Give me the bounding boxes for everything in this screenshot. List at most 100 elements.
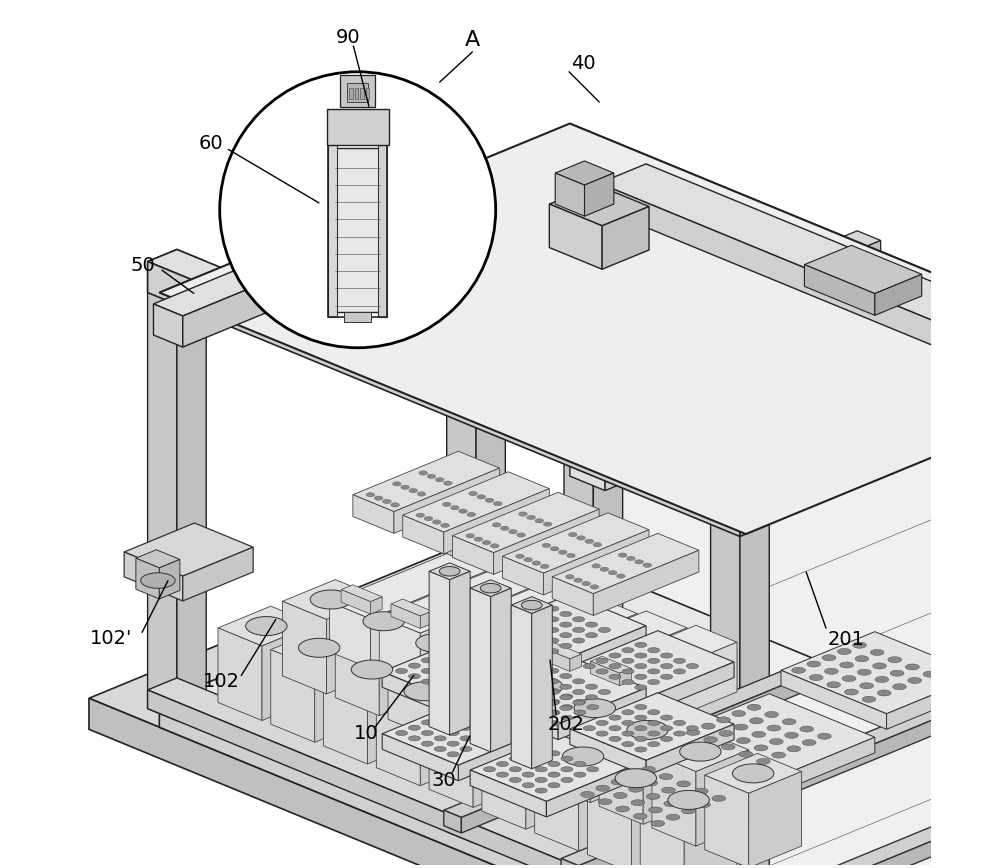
Ellipse shape <box>427 474 436 478</box>
Polygon shape <box>552 577 593 615</box>
Ellipse shape <box>559 550 567 555</box>
Ellipse shape <box>635 736 647 741</box>
Polygon shape <box>388 623 485 663</box>
Ellipse shape <box>521 616 533 621</box>
Polygon shape <box>494 667 590 707</box>
Ellipse shape <box>749 718 763 724</box>
Polygon shape <box>590 707 643 803</box>
Ellipse shape <box>661 787 675 793</box>
Ellipse shape <box>635 560 643 564</box>
Ellipse shape <box>496 710 508 715</box>
Ellipse shape <box>873 663 886 669</box>
Text: 202: 202 <box>547 715 584 734</box>
Polygon shape <box>602 207 649 269</box>
Polygon shape <box>502 513 649 573</box>
Bar <box>355 88 358 99</box>
Ellipse shape <box>421 741 433 746</box>
Ellipse shape <box>495 628 507 633</box>
Ellipse shape <box>532 561 541 565</box>
Ellipse shape <box>421 731 433 736</box>
Ellipse shape <box>787 746 801 752</box>
Polygon shape <box>444 489 549 554</box>
Ellipse shape <box>466 534 474 538</box>
Polygon shape <box>124 523 253 576</box>
Text: 102: 102 <box>202 672 239 691</box>
Ellipse shape <box>622 731 634 736</box>
Polygon shape <box>420 611 432 628</box>
Polygon shape <box>326 598 379 694</box>
Ellipse shape <box>613 792 627 799</box>
Ellipse shape <box>567 554 575 558</box>
Polygon shape <box>579 754 631 851</box>
Ellipse shape <box>473 720 485 725</box>
Polygon shape <box>725 750 1000 868</box>
Ellipse shape <box>432 520 441 524</box>
Ellipse shape <box>680 742 721 761</box>
Polygon shape <box>324 671 368 764</box>
Ellipse shape <box>516 554 524 558</box>
Polygon shape <box>148 249 206 273</box>
Ellipse shape <box>535 788 547 793</box>
Polygon shape <box>458 395 482 424</box>
Ellipse shape <box>534 694 546 700</box>
Ellipse shape <box>473 658 485 663</box>
Polygon shape <box>605 242 634 490</box>
Ellipse shape <box>767 725 781 731</box>
Ellipse shape <box>737 738 750 744</box>
Ellipse shape <box>393 482 401 486</box>
Polygon shape <box>549 204 602 269</box>
Polygon shape <box>453 492 599 553</box>
Ellipse shape <box>609 736 621 741</box>
Ellipse shape <box>905 664 919 670</box>
Ellipse shape <box>802 740 816 746</box>
Polygon shape <box>124 552 183 601</box>
Ellipse shape <box>574 699 615 718</box>
Ellipse shape <box>661 653 673 658</box>
Polygon shape <box>599 710 696 750</box>
Ellipse shape <box>855 655 869 661</box>
Ellipse shape <box>827 681 841 687</box>
Ellipse shape <box>648 731 660 736</box>
Polygon shape <box>546 766 634 817</box>
Ellipse shape <box>785 733 798 739</box>
Polygon shape <box>388 645 432 738</box>
Bar <box>328 145 337 317</box>
Ellipse shape <box>618 553 627 557</box>
Ellipse shape <box>609 663 621 668</box>
Ellipse shape <box>469 491 477 496</box>
Ellipse shape <box>548 761 560 766</box>
Ellipse shape <box>366 492 375 496</box>
Polygon shape <box>526 733 579 829</box>
Ellipse shape <box>510 726 551 744</box>
Polygon shape <box>640 802 684 868</box>
Ellipse shape <box>310 590 352 609</box>
Ellipse shape <box>596 658 608 663</box>
Polygon shape <box>740 493 769 868</box>
Polygon shape <box>153 195 447 316</box>
Text: 30: 30 <box>431 771 456 790</box>
Ellipse shape <box>923 671 937 677</box>
Polygon shape <box>479 596 637 662</box>
Polygon shape <box>148 249 769 505</box>
Polygon shape <box>541 647 570 671</box>
Ellipse shape <box>547 648 559 654</box>
Ellipse shape <box>521 700 533 705</box>
Ellipse shape <box>732 764 774 783</box>
Polygon shape <box>136 558 159 599</box>
Polygon shape <box>549 185 649 226</box>
Ellipse shape <box>561 715 573 720</box>
Ellipse shape <box>451 505 459 510</box>
Ellipse shape <box>548 700 560 705</box>
Ellipse shape <box>460 714 472 720</box>
Ellipse shape <box>473 679 485 684</box>
Ellipse shape <box>534 674 546 679</box>
Ellipse shape <box>732 711 746 717</box>
Polygon shape <box>576 444 599 471</box>
Ellipse shape <box>442 503 451 507</box>
Polygon shape <box>159 533 1000 868</box>
Ellipse shape <box>664 800 678 806</box>
Polygon shape <box>511 596 552 614</box>
Ellipse shape <box>351 660 393 679</box>
Ellipse shape <box>522 688 534 694</box>
Polygon shape <box>781 737 875 792</box>
